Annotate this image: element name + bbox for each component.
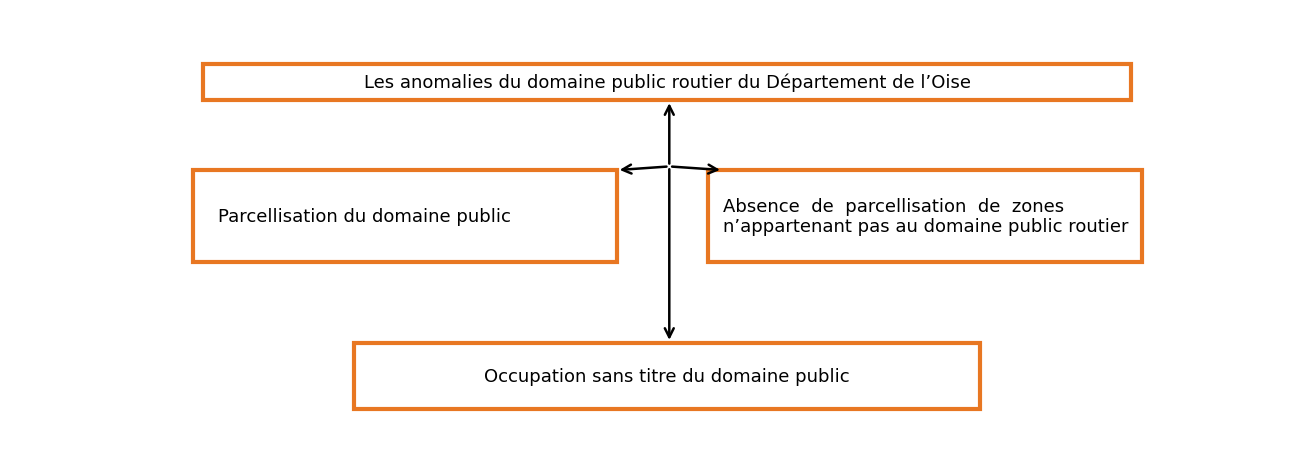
Text: Parcellisation du domaine public: Parcellisation du domaine public — [219, 208, 512, 226]
FancyBboxPatch shape — [203, 64, 1131, 101]
FancyBboxPatch shape — [354, 343, 980, 409]
FancyBboxPatch shape — [708, 171, 1142, 262]
Text: Occupation sans titre du domaine public: Occupation sans titre du domaine public — [484, 367, 850, 385]
Text: Absence  de  parcellisation  de  zones
n’appartenant pas au domaine public routi: Absence de parcellisation de zones n’app… — [723, 197, 1129, 236]
FancyBboxPatch shape — [193, 171, 617, 262]
Text: Les anomalies du domaine public routier du Département de l’Oise: Les anomalies du domaine public routier … — [363, 74, 971, 92]
